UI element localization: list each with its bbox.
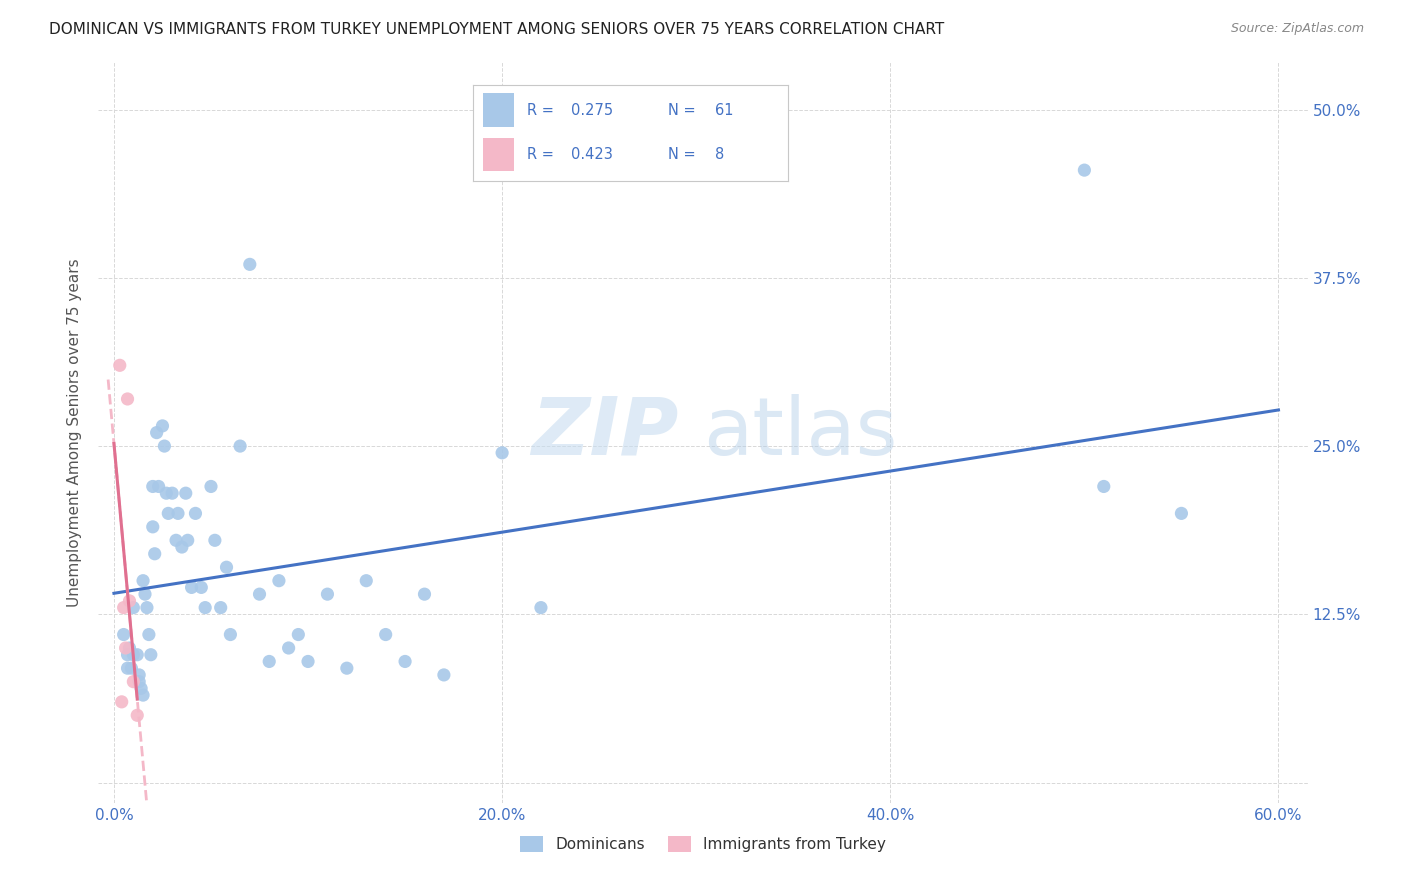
Point: [215, 560, 238, 574]
Point: [108, 359, 131, 373]
Point: [239, 257, 262, 271]
Point: [129, 681, 152, 696]
Point: [165, 533, 187, 548]
Point: [117, 661, 139, 675]
Point: [184, 507, 207, 521]
Text: ZIP: ZIP: [531, 393, 679, 472]
Point: [122, 648, 145, 662]
Text: atlas: atlas: [703, 393, 897, 472]
Point: [128, 668, 150, 682]
Point: [297, 655, 319, 669]
Point: [152, 418, 174, 433]
Point: [491, 446, 513, 460]
Point: [139, 648, 162, 662]
Point: [374, 627, 396, 641]
Point: [433, 668, 456, 682]
Point: [122, 600, 145, 615]
Point: [127, 648, 149, 662]
Point: [118, 594, 141, 608]
Point: [1170, 507, 1192, 521]
Point: [142, 479, 165, 493]
Point: [394, 655, 416, 669]
Point: [176, 533, 198, 548]
Point: [118, 640, 141, 655]
Point: [148, 479, 170, 493]
Point: [112, 627, 135, 641]
Point: [132, 688, 155, 702]
Point: [316, 587, 339, 601]
Point: [142, 520, 165, 534]
Point: [257, 655, 280, 669]
Point: [134, 587, 156, 601]
Point: [122, 674, 145, 689]
Point: [204, 533, 226, 548]
Point: [128, 674, 150, 689]
Y-axis label: Unemployment Among Seniors over 75 years: Unemployment Among Seniors over 75 years: [67, 259, 83, 607]
Point: [136, 600, 159, 615]
Point: [157, 507, 180, 521]
Point: [1073, 163, 1095, 178]
Point: [1092, 479, 1115, 493]
Legend: Dominicans, Immigrants from Turkey: Dominicans, Immigrants from Turkey: [515, 830, 891, 858]
Point: [120, 661, 142, 675]
Point: [143, 547, 166, 561]
Point: [354, 574, 377, 588]
Point: [180, 581, 202, 595]
Point: [132, 574, 155, 588]
Point: [287, 627, 309, 641]
Point: [111, 695, 134, 709]
Point: [194, 600, 217, 615]
Text: Source: ZipAtlas.com: Source: ZipAtlas.com: [1230, 22, 1364, 36]
Point: [190, 581, 212, 595]
Point: [219, 627, 242, 641]
Point: [267, 574, 290, 588]
Point: [167, 507, 190, 521]
Point: [174, 486, 197, 500]
Point: [209, 600, 232, 615]
Point: [530, 600, 553, 615]
Point: [277, 640, 299, 655]
Point: [229, 439, 252, 453]
Point: [112, 600, 135, 615]
Point: [117, 648, 139, 662]
Point: [155, 486, 177, 500]
Point: [153, 439, 176, 453]
Point: [200, 479, 222, 493]
Text: DOMINICAN VS IMMIGRANTS FROM TURKEY UNEMPLOYMENT AMONG SENIORS OVER 75 YEARS COR: DOMINICAN VS IMMIGRANTS FROM TURKEY UNEM…: [49, 22, 945, 37]
Point: [145, 425, 167, 440]
Point: [249, 587, 271, 601]
Point: [160, 486, 183, 500]
Point: [170, 540, 193, 554]
Point: [336, 661, 359, 675]
Point: [413, 587, 436, 601]
Point: [114, 640, 136, 655]
Point: [138, 627, 160, 641]
Point: [117, 392, 139, 406]
Point: [127, 708, 149, 723]
